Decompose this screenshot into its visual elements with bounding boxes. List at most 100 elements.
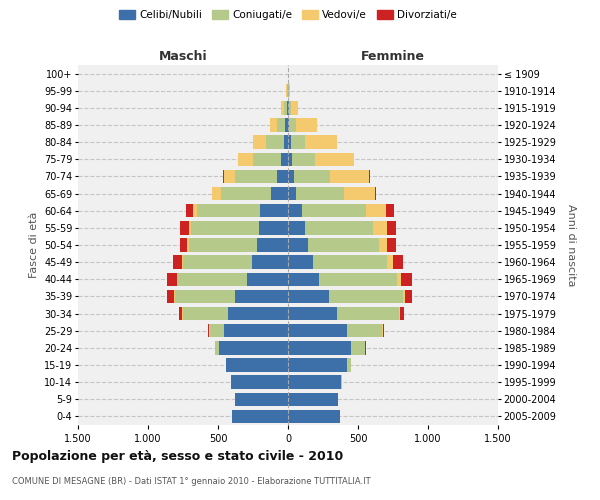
Bar (173, 256, 182, 269)
Bar (375, 187, 376, 200)
Bar (284, 136, 288, 149)
Bar (369, 170, 370, 183)
Bar (253, 152, 281, 166)
Bar (182, 256, 183, 269)
Bar (288, 307, 337, 320)
Bar (302, 204, 367, 218)
Bar (347, 358, 351, 372)
Bar (287, 84, 288, 98)
Bar (208, 324, 209, 338)
Text: Maschi: Maschi (158, 50, 208, 62)
Bar (232, 410, 288, 423)
Bar (223, 170, 224, 183)
Bar (287, 101, 288, 114)
Bar (257, 238, 288, 252)
Bar (403, 290, 405, 303)
Bar (235, 170, 277, 183)
Bar (187, 238, 188, 252)
Bar (277, 118, 285, 132)
Bar (398, 307, 400, 320)
Bar (344, 187, 375, 200)
Bar (281, 101, 284, 114)
Bar (197, 204, 260, 218)
Bar (221, 187, 271, 200)
Bar (289, 101, 291, 114)
Bar (337, 307, 398, 320)
Bar (253, 136, 266, 149)
Bar (288, 392, 338, 406)
Bar (288, 272, 319, 286)
Bar (382, 324, 383, 338)
Bar (286, 84, 287, 98)
Bar (367, 204, 386, 218)
Bar (224, 170, 235, 183)
Bar (266, 136, 284, 149)
Bar (288, 324, 347, 338)
Bar (308, 238, 379, 252)
Bar (351, 341, 365, 354)
Bar (288, 341, 351, 354)
Bar (281, 152, 288, 166)
Bar (277, 170, 288, 183)
Bar (270, 118, 277, 132)
Bar (388, 256, 393, 269)
Bar (289, 118, 296, 132)
Bar (292, 152, 314, 166)
Legend: Celibi/Nubili, Coniugati/e, Vedovi/e, Divorziati/e: Celibi/Nubili, Coniugati/e, Vedovi/e, Di… (115, 6, 461, 24)
Bar (313, 256, 388, 269)
Bar (288, 204, 302, 218)
Bar (373, 221, 388, 234)
Bar (238, 152, 253, 166)
Bar (247, 272, 288, 286)
Bar (388, 238, 396, 252)
Bar (393, 256, 403, 269)
Bar (401, 272, 412, 286)
Bar (251, 256, 288, 269)
Text: Popolazione per età, sesso e stato civile - 2010: Popolazione per età, sesso e stato civil… (12, 450, 343, 463)
Bar (397, 272, 401, 286)
Bar (174, 290, 175, 303)
Bar (288, 187, 296, 200)
Bar (284, 101, 287, 114)
Bar (400, 307, 404, 320)
Bar (228, 307, 288, 320)
Bar (179, 307, 182, 320)
Bar (288, 290, 329, 303)
Bar (291, 101, 298, 114)
Bar (386, 204, 394, 218)
Bar (288, 84, 289, 98)
Bar (167, 272, 176, 286)
Bar (305, 136, 337, 149)
Bar (288, 376, 341, 389)
Bar (224, 324, 288, 338)
Bar (188, 238, 257, 252)
Y-axis label: Anni di nascita: Anni di nascita (566, 204, 576, 286)
Bar (220, 341, 288, 354)
Bar (260, 204, 288, 218)
Bar (305, 221, 373, 234)
Text: COMUNE DI MESAGNE (BR) - Dati ISTAT 1° gennaio 2010 - Elaborazione TUTTITALIA.IT: COMUNE DI MESAGNE (BR) - Dati ISTAT 1° g… (12, 478, 371, 486)
Bar (288, 410, 340, 423)
Bar (180, 221, 188, 234)
Bar (330, 170, 369, 183)
Bar (296, 187, 344, 200)
Bar (288, 118, 289, 132)
Bar (188, 221, 191, 234)
Bar (288, 152, 292, 166)
Bar (347, 324, 382, 338)
Bar (193, 204, 197, 218)
Bar (167, 290, 174, 303)
Text: Femmine: Femmine (361, 50, 425, 62)
Bar (319, 272, 397, 286)
Bar (212, 187, 221, 200)
Bar (183, 307, 228, 320)
Bar (191, 221, 259, 234)
Bar (230, 376, 288, 389)
Bar (186, 204, 193, 218)
Bar (291, 136, 305, 149)
Y-axis label: Fasce di età: Fasce di età (29, 212, 38, 278)
Bar (182, 307, 183, 320)
Bar (289, 84, 290, 98)
Bar (329, 290, 403, 303)
Bar (388, 221, 396, 234)
